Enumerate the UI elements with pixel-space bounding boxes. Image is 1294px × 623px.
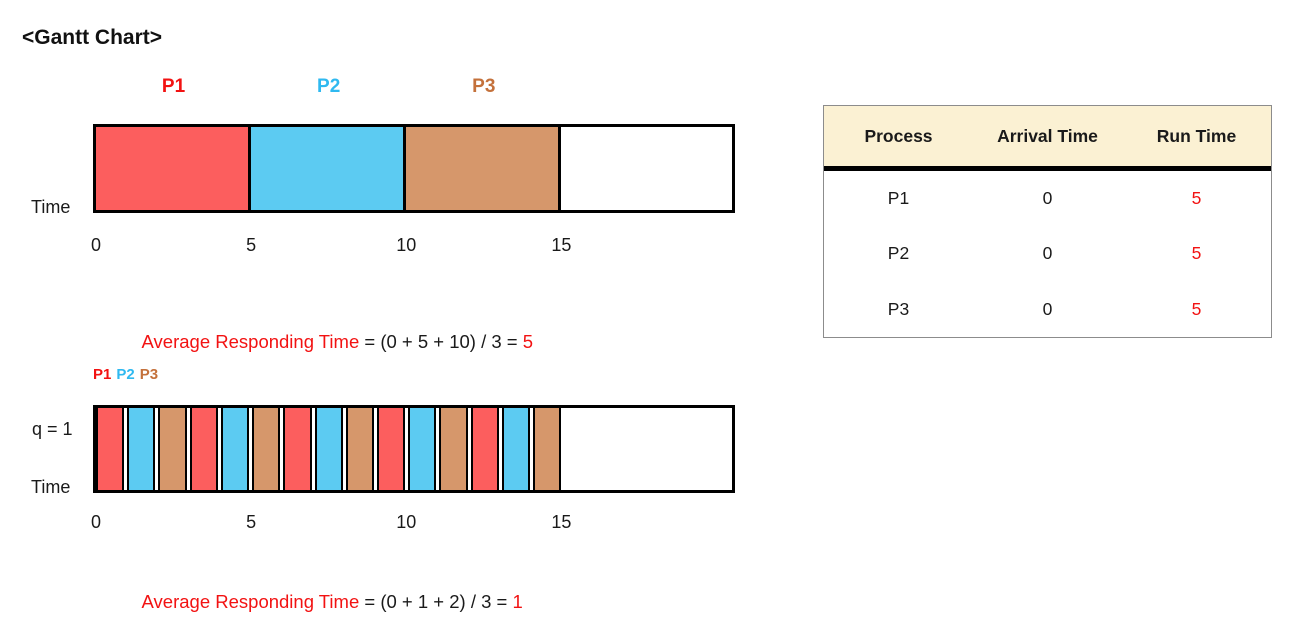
rr-cell-p3 — [533, 408, 562, 490]
rr-cell-p3 — [158, 408, 187, 490]
rr-cell-p1 — [96, 408, 125, 490]
legend-label-p3: P3 — [139, 366, 159, 383]
rr-gantt-bar — [93, 405, 735, 493]
process-label-p1: P1 — [161, 76, 186, 97]
gantt-segment-p2 — [251, 127, 407, 210]
rr-cell-p1 — [470, 408, 499, 490]
fcfs-axis-ticks: 0 5 10 15 — [90, 235, 735, 259]
rr-gantt-cells — [96, 408, 562, 490]
table-header-run-time: Run Time — [1156, 125, 1237, 146]
rr-cell-p2 — [501, 408, 531, 490]
table-row-p3: P3 0 5 — [824, 282, 1271, 337]
tick-label-15: 15 — [551, 235, 572, 255]
quantum-label: q = 1 — [32, 419, 73, 439]
tick-label-0: 0 — [90, 512, 102, 532]
table-row-p1: P1 0 5 — [824, 171, 1271, 226]
cell-run-time: 5 — [1191, 298, 1202, 319]
formula-label: Average Responding Time — [141, 331, 360, 352]
fcfs-average-responding-time-formula: Average Responding Time = (0 + 5 + 10) /… — [122, 309, 534, 375]
formula-result: 5 — [522, 331, 534, 352]
process-table-header: Process Arrival Time Run Time — [824, 106, 1271, 171]
tick-label-0: 0 — [90, 235, 102, 255]
cell-process: P1 — [887, 188, 910, 209]
tick-label-5: 5 — [246, 235, 257, 255]
fcfs-process-labels: P1 P2 P3 — [93, 76, 735, 102]
process-table-body: P1 0 5 P2 0 5 P3 0 5 — [824, 171, 1271, 337]
rr-time-axis-label: Time — [31, 477, 71, 497]
tick-label-5: 5 — [246, 512, 257, 532]
tick-label-15: 15 — [551, 512, 572, 532]
rr-cell-p1 — [189, 408, 218, 490]
process-label-p2: P2 — [317, 76, 341, 97]
rr-cell-p1 — [376, 408, 406, 490]
rr-cell-p2 — [127, 408, 156, 490]
rr-cell-p3 — [345, 408, 374, 490]
formula-result: 1 — [512, 591, 523, 612]
tick-label-10: 10 — [396, 512, 417, 532]
cell-arrival-time: 0 — [1042, 188, 1053, 209]
gantt-segment-p1 — [96, 127, 252, 210]
cell-process: P3 — [887, 298, 910, 319]
rr-cell-p3 — [439, 408, 468, 490]
rr-axis-ticks: 0 5 10 15 — [90, 512, 735, 536]
formula-label: Average Responding Time — [141, 591, 360, 612]
rr-cell-p3 — [252, 408, 281, 490]
tick-label-10: 10 — [396, 235, 417, 255]
legend-label-p1: P1 — [93, 366, 112, 383]
cell-run-time: 5 — [1191, 188, 1202, 209]
rr-cell-p2 — [314, 408, 343, 490]
rr-cell-p2 — [220, 408, 250, 490]
formula-expression: = (0 + 1 + 2) / 3 = — [359, 591, 513, 612]
fcfs-gantt-bar — [93, 124, 735, 213]
fcfs-time-axis-label: Time — [31, 197, 71, 217]
rr-process-legend: P1 P2 P3 — [93, 366, 163, 383]
cell-arrival-time: 0 — [1042, 243, 1053, 264]
rr-average-responding-time-formula: Average Responding Time = (0 + 1 + 2) / … — [122, 569, 523, 623]
page-title: <Gantt Chart> — [22, 26, 163, 49]
table-header-arrival-time: Arrival Time — [997, 125, 1098, 146]
gantt-segment-p3 — [406, 127, 562, 210]
formula-expression: = (0 + 5 + 10) / 3 = — [359, 331, 523, 352]
cell-process: P2 — [887, 243, 910, 264]
rr-cell-p2 — [408, 408, 437, 490]
table-header-process: Process — [864, 125, 933, 146]
process-label-p3: P3 — [472, 76, 496, 97]
cell-arrival-time: 0 — [1042, 298, 1053, 319]
rr-cell-p1 — [283, 408, 312, 490]
gantt-idle-segment — [561, 127, 732, 210]
process-table: Process Arrival Time Run Time P1 0 5 P2 0 5 P3 0 5 — [823, 105, 1272, 338]
legend-label-p2: P2 — [116, 366, 135, 383]
table-row-p2: P2 0 5 — [824, 226, 1271, 281]
cell-run-time: 5 — [1191, 243, 1202, 264]
